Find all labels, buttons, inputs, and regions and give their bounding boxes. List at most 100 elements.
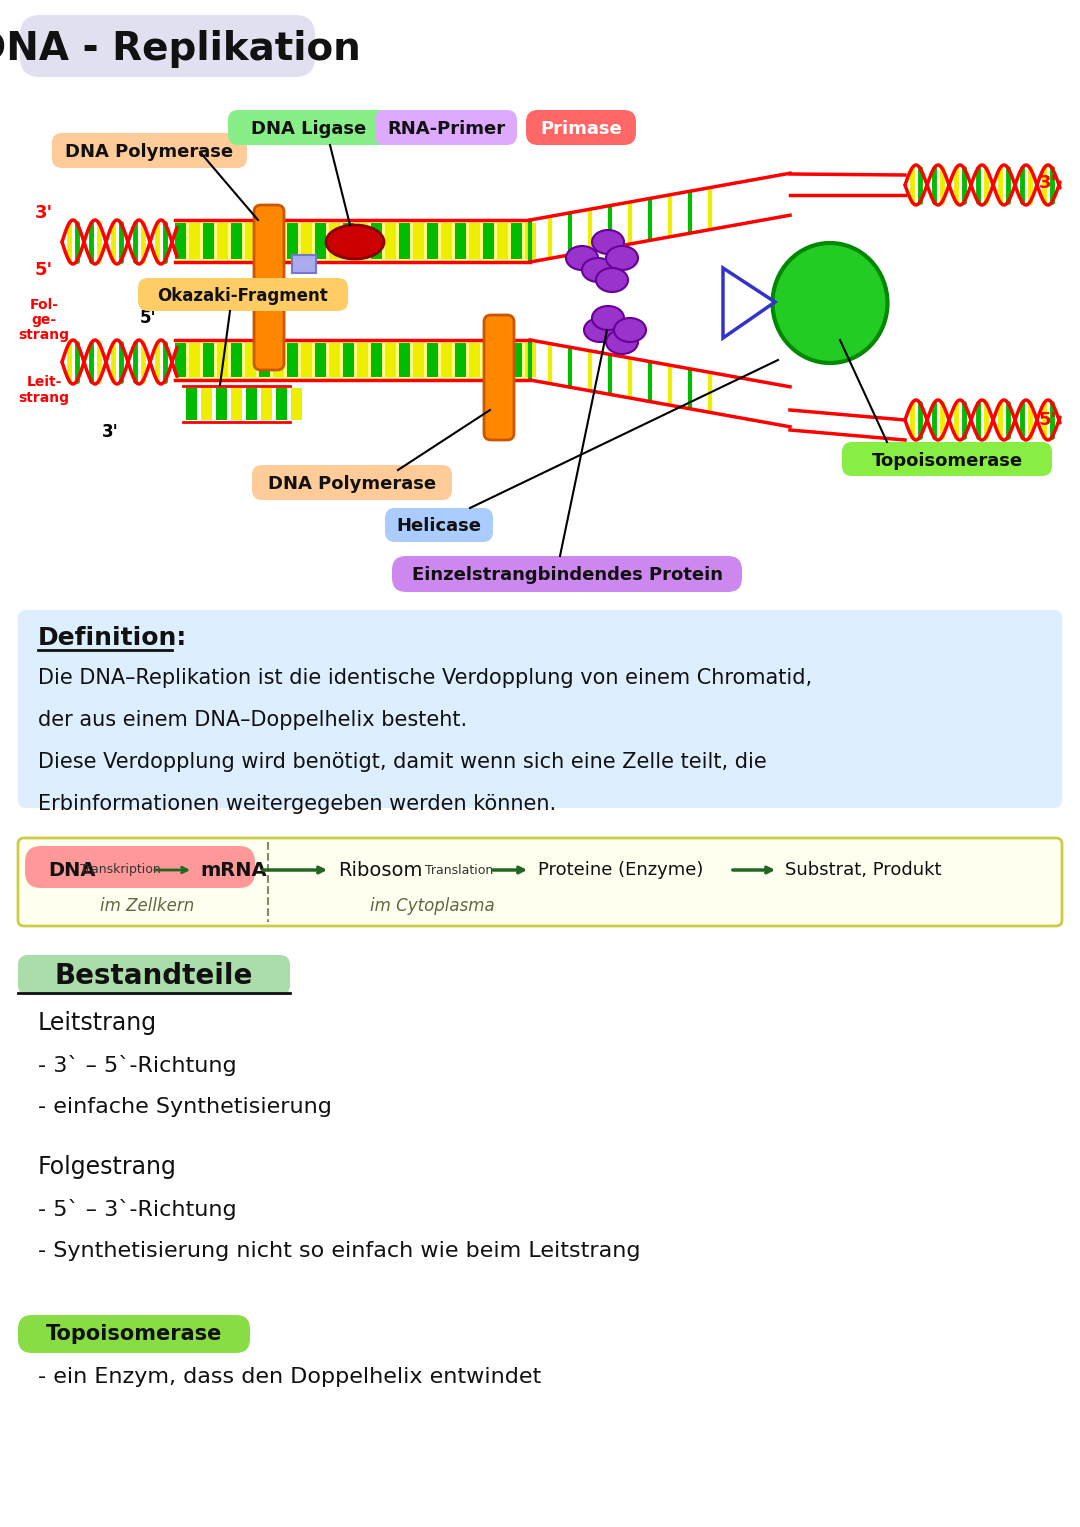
Text: Topoisomerase: Topoisomerase — [45, 1324, 222, 1344]
Text: Translation: Translation — [426, 863, 494, 876]
Bar — [217, 344, 228, 377]
Bar — [259, 344, 270, 377]
Bar — [483, 344, 494, 377]
Bar — [291, 388, 302, 420]
Text: Topoisomerase: Topoisomerase — [872, 452, 1023, 470]
Text: 5': 5' — [35, 261, 53, 279]
Bar — [189, 223, 200, 260]
Bar — [413, 223, 424, 260]
Text: Einzelstrangbindendes Protein: Einzelstrangbindendes Protein — [411, 567, 723, 583]
Ellipse shape — [606, 246, 638, 270]
Ellipse shape — [582, 258, 615, 282]
Bar — [186, 388, 197, 420]
Text: DNA Ligase: DNA Ligase — [252, 121, 366, 137]
Bar — [315, 223, 326, 260]
Bar — [455, 223, 465, 260]
Text: Diese Verdopplung wird benötigt, damit wenn sich eine Zelle teilt, die: Diese Verdopplung wird benötigt, damit w… — [38, 751, 767, 773]
Bar — [175, 344, 186, 377]
Ellipse shape — [592, 305, 624, 330]
Ellipse shape — [772, 243, 888, 363]
Text: DNA: DNA — [48, 861, 95, 880]
Text: RNA-Primer: RNA-Primer — [387, 121, 505, 137]
Bar — [343, 223, 354, 260]
Ellipse shape — [596, 269, 627, 292]
Bar — [329, 344, 340, 377]
Ellipse shape — [566, 246, 598, 270]
Bar — [525, 223, 536, 260]
Text: 3': 3' — [1039, 174, 1057, 192]
FancyBboxPatch shape — [484, 315, 514, 440]
Text: Definition:: Definition: — [38, 626, 187, 651]
Text: Die DNA–Replikation ist die identische Verdopplung von einem Chromatid,: Die DNA–Replikation ist die identische V… — [38, 667, 812, 689]
Bar — [287, 344, 298, 377]
Bar — [469, 223, 480, 260]
Bar — [292, 255, 316, 273]
Bar — [301, 223, 312, 260]
Text: DNA Polymerase: DNA Polymerase — [65, 144, 233, 160]
Polygon shape — [723, 269, 775, 337]
FancyBboxPatch shape — [392, 556, 742, 592]
Ellipse shape — [592, 231, 624, 253]
Text: Primase: Primase — [540, 121, 622, 137]
FancyBboxPatch shape — [18, 609, 1062, 808]
Text: Erbinformationen weitergegeben werden können.: Erbinformationen weitergegeben werden kö… — [38, 794, 556, 814]
Bar — [261, 388, 272, 420]
Bar — [357, 223, 368, 260]
Text: der aus einem DNA–Doppelhelix besteht.: der aus einem DNA–Doppelhelix besteht. — [38, 710, 468, 730]
Bar — [525, 344, 536, 377]
Bar — [497, 344, 508, 377]
Bar — [399, 223, 410, 260]
Ellipse shape — [615, 318, 646, 342]
Bar — [287, 223, 298, 260]
Bar — [259, 223, 270, 260]
Bar — [301, 344, 312, 377]
Bar — [246, 388, 257, 420]
Bar — [273, 344, 284, 377]
Bar — [427, 223, 438, 260]
Bar — [273, 223, 284, 260]
Bar — [372, 223, 382, 260]
Bar — [357, 344, 368, 377]
Text: - ein Enzym, dass den Doppelhelix entwindet: - ein Enzym, dass den Doppelhelix entwin… — [38, 1367, 541, 1387]
Bar — [203, 344, 214, 377]
FancyBboxPatch shape — [52, 133, 247, 168]
Bar — [217, 223, 228, 260]
Bar — [483, 223, 494, 260]
Text: Substrat, Produkt: Substrat, Produkt — [785, 861, 942, 880]
Bar — [201, 388, 212, 420]
Bar — [216, 388, 227, 420]
Text: Helicase: Helicase — [396, 518, 482, 534]
FancyBboxPatch shape — [25, 846, 255, 889]
Text: Okazaki-Fragment: Okazaki-Fragment — [158, 287, 328, 305]
Bar — [189, 344, 200, 377]
FancyBboxPatch shape — [18, 1315, 249, 1353]
Bar — [441, 223, 453, 260]
Text: - Synthetisierung nicht so einfach wie beim Leitstrang: - Synthetisierung nicht so einfach wie b… — [38, 1241, 640, 1261]
Bar — [511, 223, 522, 260]
Bar — [441, 344, 453, 377]
Bar — [231, 344, 242, 377]
Text: 5': 5' — [139, 308, 157, 327]
Text: DNA Polymerase: DNA Polymerase — [268, 475, 436, 493]
Text: 3': 3' — [35, 205, 53, 221]
Bar — [203, 223, 214, 260]
Bar — [245, 223, 256, 260]
Bar — [329, 223, 340, 260]
Bar — [175, 341, 530, 380]
Text: Bestandteile: Bestandteile — [55, 962, 253, 989]
FancyBboxPatch shape — [18, 954, 291, 996]
Ellipse shape — [606, 330, 638, 354]
Bar — [175, 220, 530, 263]
Text: - 5` – 3`-Richtung: - 5` – 3`-Richtung — [38, 1199, 237, 1220]
Bar — [427, 344, 438, 377]
FancyBboxPatch shape — [18, 838, 1062, 925]
FancyBboxPatch shape — [384, 508, 492, 542]
Bar — [455, 344, 465, 377]
Bar — [497, 223, 508, 260]
Bar — [469, 344, 480, 377]
Text: Leitstrang: Leitstrang — [38, 1011, 157, 1035]
Text: 5': 5' — [1039, 411, 1057, 429]
Text: - einfache Synthetisierung: - einfache Synthetisierung — [38, 1096, 332, 1116]
Text: Ribosom: Ribosom — [338, 861, 422, 880]
Text: im Cytoplasma: im Cytoplasma — [370, 896, 495, 915]
